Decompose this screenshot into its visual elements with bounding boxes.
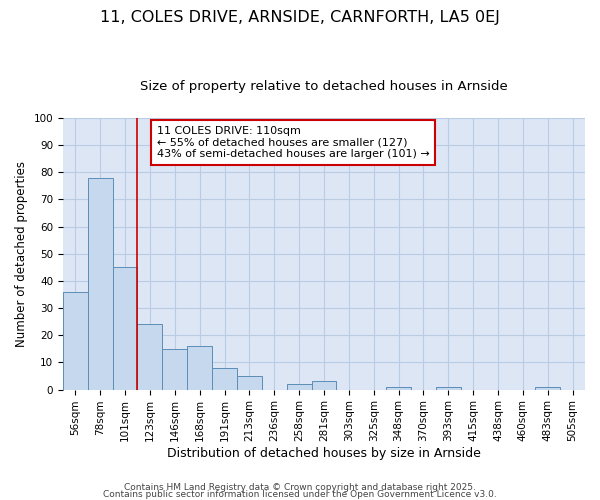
Bar: [212, 368, 237, 390]
Bar: [311, 382, 337, 390]
X-axis label: Distribution of detached houses by size in Arnside: Distribution of detached houses by size …: [167, 447, 481, 460]
Bar: [88, 178, 113, 390]
Text: Contains HM Land Registry data © Crown copyright and database right 2025.: Contains HM Land Registry data © Crown c…: [124, 484, 476, 492]
Bar: [187, 346, 212, 390]
Bar: [237, 376, 262, 390]
Bar: [287, 384, 311, 390]
Bar: [386, 387, 411, 390]
Bar: [436, 387, 461, 390]
Y-axis label: Number of detached properties: Number of detached properties: [15, 160, 28, 346]
Text: 11 COLES DRIVE: 110sqm
← 55% of detached houses are smaller (127)
43% of semi-de: 11 COLES DRIVE: 110sqm ← 55% of detached…: [157, 126, 430, 159]
Bar: [113, 268, 137, 390]
Bar: [63, 292, 88, 390]
Text: 11, COLES DRIVE, ARNSIDE, CARNFORTH, LA5 0EJ: 11, COLES DRIVE, ARNSIDE, CARNFORTH, LA5…: [100, 10, 500, 25]
Bar: [535, 387, 560, 390]
Bar: [163, 349, 187, 390]
Text: Contains public sector information licensed under the Open Government Licence v3: Contains public sector information licen…: [103, 490, 497, 499]
Title: Size of property relative to detached houses in Arnside: Size of property relative to detached ho…: [140, 80, 508, 93]
Bar: [137, 324, 163, 390]
